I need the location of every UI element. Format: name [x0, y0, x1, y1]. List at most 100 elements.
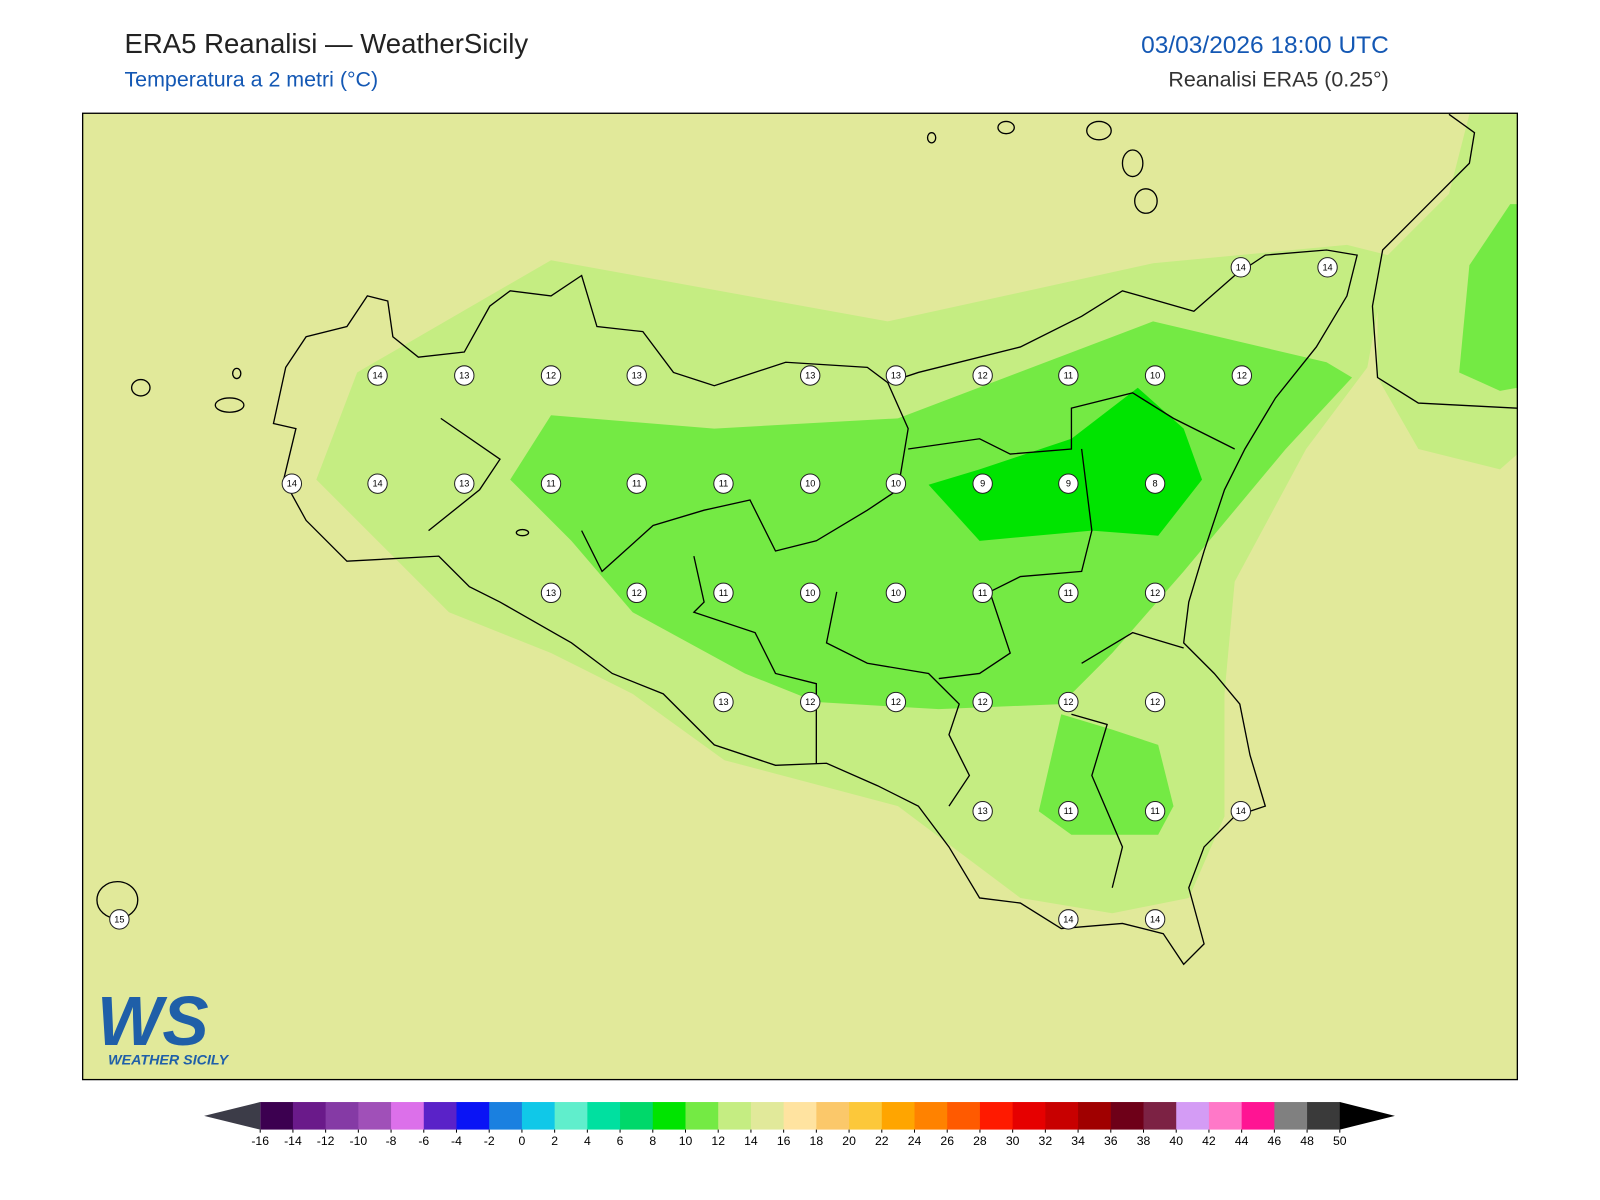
coastlines — [96, 113, 1518, 966]
station-marker — [367, 365, 388, 386]
title: ERA5 Reanalisi — WeatherSicily — [124, 28, 528, 59]
colorbar-tick-label: 16 — [777, 1134, 791, 1148]
island — [130, 378, 151, 397]
logo-mark: WS — [97, 982, 209, 1060]
colorbar-tick-label: -6 — [418, 1134, 429, 1148]
station-marker — [713, 582, 734, 604]
colorbar-tick-label: -12 — [317, 1134, 335, 1148]
station-value: 14 — [1150, 914, 1160, 924]
station-value: 12 — [1150, 588, 1160, 598]
station-value: 13 — [805, 371, 815, 381]
station-value: 14 — [1236, 262, 1246, 272]
station-value: 12 — [546, 371, 556, 381]
station-marker — [540, 473, 562, 494]
colorbar-swatch — [881, 1102, 916, 1130]
colorbar-tick-label: 22 — [875, 1134, 889, 1148]
station-marker — [972, 582, 993, 604]
colorbar-swatch — [816, 1102, 850, 1130]
colorbar-tick-label: 6 — [617, 1134, 624, 1148]
region-borders — [428, 382, 1235, 888]
station-marker — [281, 473, 303, 494]
station-value: 12 — [1063, 697, 1073, 707]
colorbar-swatch — [1307, 1102, 1341, 1130]
colorbar-swatch — [489, 1102, 523, 1130]
station-marker — [972, 473, 993, 494]
logo-text: WEATHER SICILY — [108, 1052, 229, 1068]
station-value: 9 — [980, 479, 985, 489]
colorbar-tick-label: 48 — [1300, 1134, 1314, 1148]
station-marker — [800, 582, 821, 604]
station-value: 13 — [459, 479, 469, 489]
colorbar-swatch — [1274, 1102, 1308, 1130]
subtitle: Temperatura a 2 metri (°C) — [124, 68, 378, 92]
station-marker — [367, 473, 388, 494]
station-marker — [626, 582, 647, 604]
colorbar-tick-label: 44 — [1235, 1134, 1249, 1148]
station-value: 13 — [718, 697, 728, 707]
colorbar-tick-label: 0 — [519, 1134, 526, 1148]
station-marker — [800, 473, 821, 494]
station-value: 13 — [546, 588, 556, 598]
station-value: 12 — [891, 697, 901, 707]
colorbar-swatch — [1176, 1102, 1210, 1130]
colorbar-tick-label: -8 — [386, 1134, 397, 1148]
colorbar-tick-label: 4 — [584, 1134, 591, 1148]
colorbar-under — [204, 1102, 261, 1130]
station-value: 9 — [1066, 479, 1071, 489]
colorbar-swatch — [685, 1102, 719, 1130]
station-value: 15 — [114, 914, 124, 924]
colorbar-swatch — [587, 1102, 621, 1130]
colorbar-swatch — [849, 1102, 883, 1130]
colorbar-tick-label: 2 — [551, 1134, 558, 1148]
station-marker — [540, 365, 562, 386]
station-marker — [626, 473, 647, 494]
station-marker — [540, 582, 562, 604]
station-value: 14 — [372, 479, 382, 489]
colorbar-tick-label: 42 — [1202, 1134, 1216, 1148]
station-value: 13 — [891, 371, 901, 381]
colorbar-tick-label: 10 — [679, 1134, 693, 1148]
station-value: 10 — [805, 479, 815, 489]
station-value: 11 — [978, 588, 988, 598]
colorbar-tick-label: 26 — [940, 1134, 954, 1148]
island — [1121, 149, 1144, 178]
station-marker — [1144, 582, 1166, 604]
station-marker — [1144, 801, 1166, 822]
station-value: 12 — [805, 697, 815, 707]
station-value: 11 — [1064, 371, 1074, 381]
station-marker — [1058, 365, 1079, 386]
station-value: 10 — [805, 588, 815, 598]
station-marker — [1058, 691, 1079, 713]
station-marker — [972, 801, 993, 822]
colorbar-swatch — [521, 1102, 556, 1130]
colorbar-swatch — [979, 1102, 1014, 1130]
station-value: 12 — [632, 588, 642, 598]
colorbar-swatch — [1045, 1102, 1079, 1130]
station-value: 13 — [978, 806, 988, 816]
colorbar-tick-label: -4 — [451, 1134, 462, 1148]
station-marker — [109, 909, 130, 930]
station-value: 11 — [719, 588, 729, 598]
station-marker — [1144, 909, 1166, 930]
colorbar-swatch — [652, 1102, 687, 1130]
temperature-zone — [928, 387, 1203, 541]
station-marker — [454, 365, 475, 386]
colorbar-tick-label: 40 — [1169, 1134, 1183, 1148]
colorbar-tick-label: 18 — [810, 1134, 824, 1148]
colorbar-tick-label: 12 — [711, 1134, 725, 1148]
colorbar-tick-label: 50 — [1333, 1134, 1347, 1148]
station-marker — [1058, 473, 1079, 494]
station-marker — [454, 473, 475, 494]
colorbar-swatch — [947, 1102, 981, 1130]
colorbar-swatch — [292, 1102, 327, 1130]
colorbar-tick-label: 32 — [1039, 1134, 1053, 1148]
colorbar-tick-label: 38 — [1137, 1134, 1151, 1148]
station-marker — [1144, 473, 1166, 494]
colorbar-tick-label: -2 — [484, 1134, 495, 1148]
station-value: 14 — [1322, 262, 1332, 272]
colorbar-swatch — [456, 1102, 490, 1130]
source: Reanalisi ERA5 (0.25°) — [1168, 68, 1388, 92]
colorbar-tick-label: 28 — [973, 1134, 987, 1148]
station-value: 14 — [372, 371, 382, 381]
colorbar-swatch — [325, 1102, 359, 1130]
